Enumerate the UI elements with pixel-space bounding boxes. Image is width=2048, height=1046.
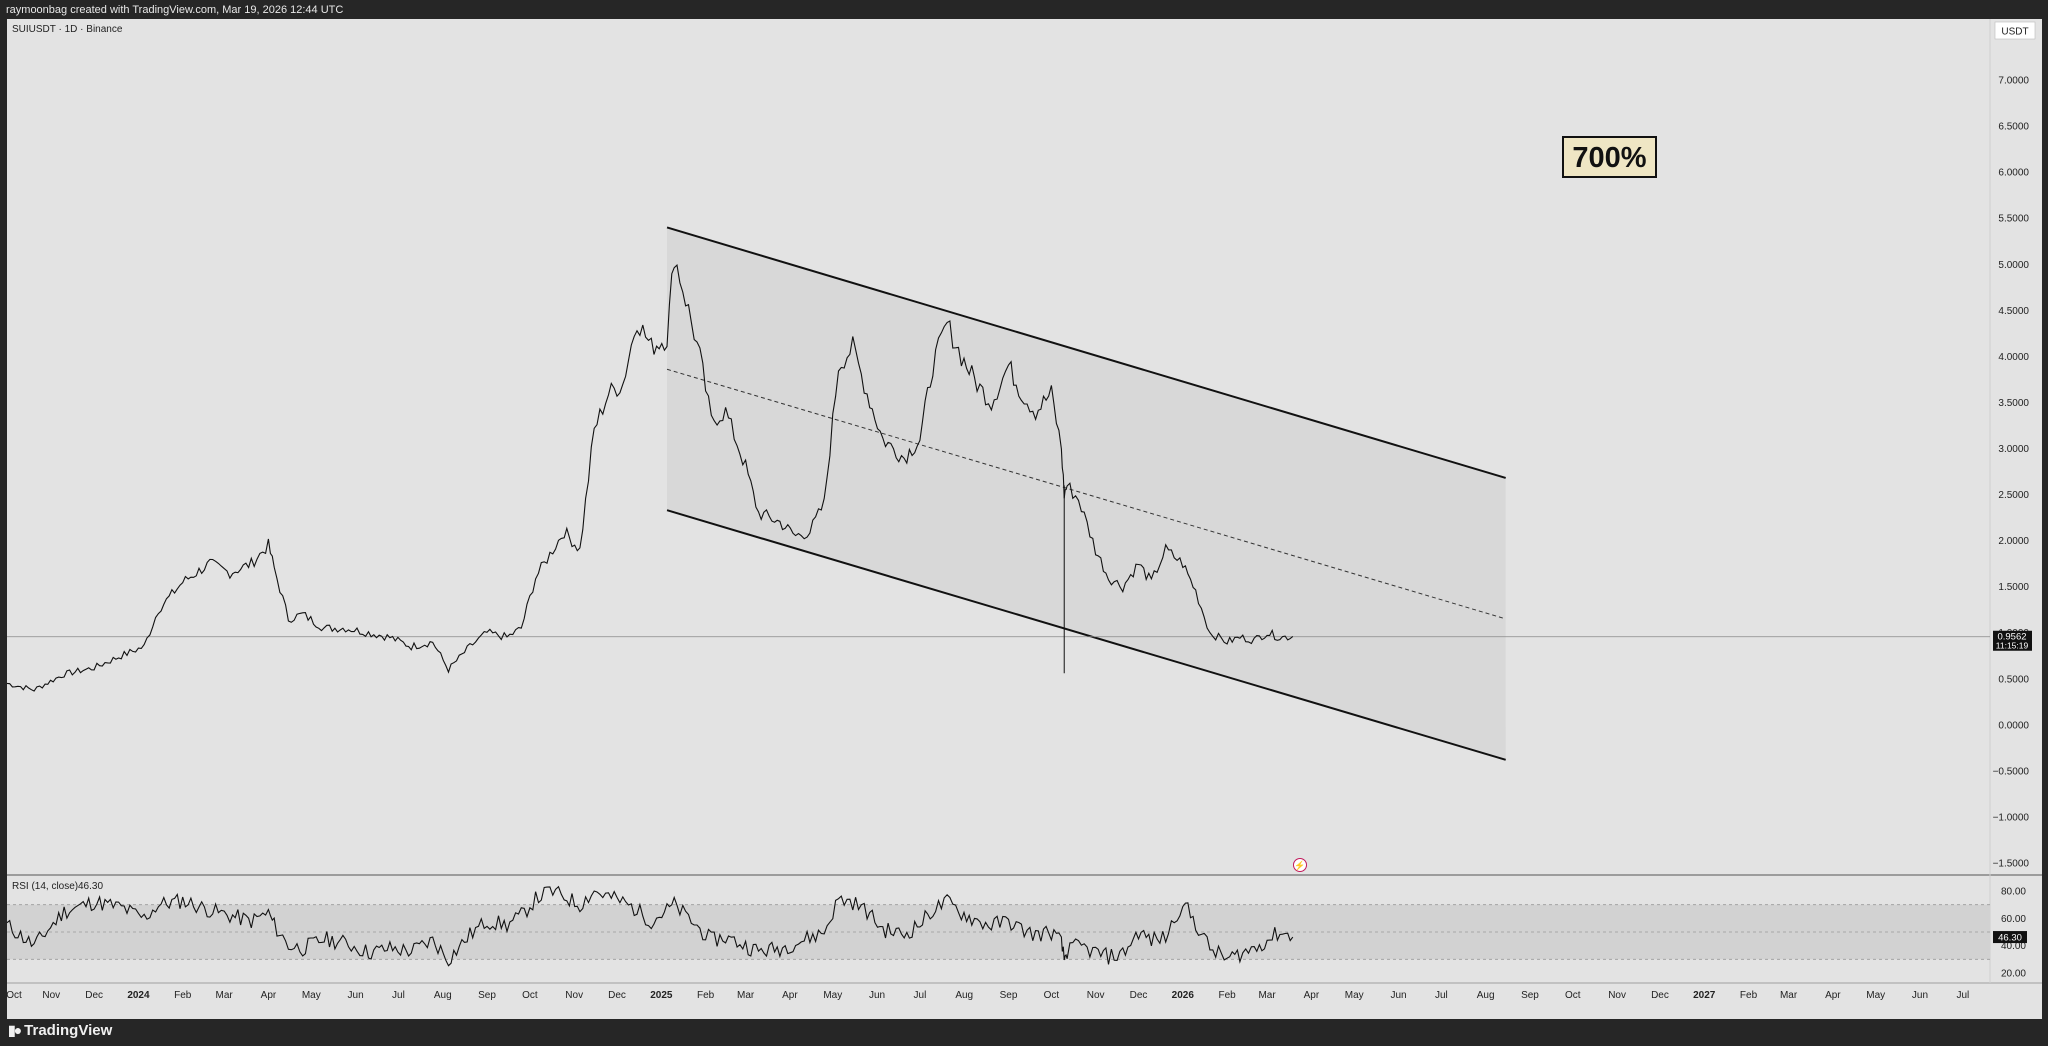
time-axis-tick: Mar xyxy=(1258,990,1276,1001)
price-axis-tick: −0.5000 xyxy=(1993,766,2030,777)
rsi-current-label: 46.30 xyxy=(1998,933,2022,944)
rsi-current-label-bg xyxy=(1993,931,2027,944)
time-axis-tick: Jun xyxy=(348,990,364,1001)
time-axis-tick: Mar xyxy=(1780,990,1798,1001)
price-axis-tick: 4.5000 xyxy=(1998,306,2029,317)
time-axis-tick: Nov xyxy=(565,990,583,1001)
time-axis-tick: May xyxy=(1866,990,1885,1001)
flash-icon xyxy=(1293,858,1307,872)
rsi-axis-tick: 60.00 xyxy=(2001,914,2026,925)
time-axis-tick: Sep xyxy=(1521,990,1539,1001)
time-axis-tick: Oct xyxy=(6,990,22,1001)
chart-title: SUIUSDT · 1D · Binance xyxy=(12,24,123,35)
time-axis-tick: Dec xyxy=(85,990,103,1001)
time-axis-tick: Nov xyxy=(1608,990,1626,1001)
price-countdown-label: 11:15:19 xyxy=(1996,640,2029,650)
rsi-value-label: 46.30 xyxy=(78,881,103,892)
time-axis-tick: 2027 xyxy=(1693,990,1716,1001)
currency-label: USDT xyxy=(2001,27,2028,38)
price-axis-tick: 2.0000 xyxy=(1998,536,2029,547)
price-series-line xyxy=(6,263,1294,692)
price-axis-tick: 4.0000 xyxy=(1998,352,2029,363)
time-axis-tick: Aug xyxy=(1477,990,1495,1001)
price-axis-tick: 5.5000 xyxy=(1998,214,2029,225)
time-axis-tick: Feb xyxy=(174,990,192,1001)
channel-upper-line xyxy=(666,226,1506,479)
time-axis-tick: Feb xyxy=(697,990,715,1001)
tradingview-logo-text: TradingView xyxy=(24,1021,113,1039)
time-axis-tick: May xyxy=(302,990,321,1001)
channel-lower-line xyxy=(666,509,1506,761)
time-axis-tick: Mar xyxy=(216,990,234,1001)
time-axis-tick: Sep xyxy=(1000,990,1018,1001)
annotation-box xyxy=(1562,136,1657,178)
time-axis-tick: Nov xyxy=(42,990,60,1001)
time-axis-tick: Jun xyxy=(1390,990,1406,1001)
time-axis-tick: Jul xyxy=(914,990,927,1001)
flash-icon-glyph: ⚡ xyxy=(1294,860,1305,872)
annotation-label: 700% xyxy=(1572,142,1646,174)
attribution-text: raymoonbag created with TradingView.com,… xyxy=(6,4,344,16)
time-axis-tick: Jul xyxy=(392,990,405,1001)
time-axis-tick: Aug xyxy=(434,990,452,1001)
rsi-axis-tick: 20.00 xyxy=(2001,969,2026,980)
rsi-axis-tick: 80.00 xyxy=(2001,887,2026,898)
time-axis-tick: Feb xyxy=(1218,990,1236,1001)
top-bar: raymoonbag created with TradingView.com,… xyxy=(0,0,2048,19)
channel-midline xyxy=(666,368,1506,620)
currency-box xyxy=(1994,21,2036,40)
time-axis-tick: Oct xyxy=(522,990,538,1001)
time-axis-tick: Apr xyxy=(1825,990,1841,1001)
rsi-axis-tick: 40.00 xyxy=(2001,941,2026,952)
time-axis-tick: Nov xyxy=(1087,990,1105,1001)
time-axis-tick: Apr xyxy=(261,990,277,1001)
time-axis-tick: May xyxy=(1345,990,1364,1001)
time-axis-tick: Jun xyxy=(1912,990,1928,1001)
price-axis-tick: 7.0000 xyxy=(1998,76,2029,87)
time-axis-tick: Mar xyxy=(737,990,755,1001)
last-price-label-bg xyxy=(1993,630,2032,651)
price-axis-tick: 5.0000 xyxy=(1998,260,2029,271)
price-axis-tick: 3.5000 xyxy=(1998,398,2029,409)
price-axis-tick: 6.0000 xyxy=(1998,168,2029,179)
price-axis-tick: 0.0000 xyxy=(1998,720,2029,731)
time-axis-tick: Jul xyxy=(1435,990,1448,1001)
time-axis-tick: Oct xyxy=(1565,990,1581,1001)
time-axis-tick: 2024 xyxy=(127,990,150,1001)
time-axis-tick: Dec xyxy=(1651,990,1669,1001)
time-axis-tick: Oct xyxy=(1044,990,1060,1001)
time-axis-tick: Sep xyxy=(478,990,496,1001)
time-axis-tick: Dec xyxy=(1130,990,1148,1001)
time-axis-tick: Aug xyxy=(955,990,973,1001)
time-axis-tick: Jun xyxy=(869,990,885,1001)
price-axis-tick: −1.5000 xyxy=(1993,859,2030,870)
price-axis-tick: 2.5000 xyxy=(1998,490,2029,501)
tradingview-logo[interactable]: ▮● TradingView xyxy=(8,1017,112,1043)
rsi-series-line xyxy=(6,885,1294,967)
time-axis-tick: Feb xyxy=(1740,990,1758,1001)
rsi-title: RSI (14, close) xyxy=(12,881,78,892)
price-axis-tick: 6.5000 xyxy=(1998,122,2029,133)
price-axis-tick: −1.0000 xyxy=(1993,812,2030,823)
price-axis-tick: 1.5000 xyxy=(1998,582,2029,593)
last-price-label: 0.9562 xyxy=(1997,631,2026,642)
time-axis-tick: Jul xyxy=(1956,990,1969,1001)
bottom-bar xyxy=(0,1019,2048,1046)
time-axis-tick: Apr xyxy=(1304,990,1320,1001)
time-axis-tick: May xyxy=(823,990,842,1001)
time-axis-tick: 2025 xyxy=(650,990,673,1001)
time-axis-tick: Dec xyxy=(608,990,626,1001)
price-axis-tick: 0.5000 xyxy=(1998,674,2029,685)
time-axis-tick: Apr xyxy=(782,990,798,1001)
price-axis-tick: 3.0000 xyxy=(1998,444,2029,455)
time-axis-tick: 2026 xyxy=(1172,990,1195,1001)
tradingview-logo-icon: ▮● xyxy=(8,1021,22,1038)
